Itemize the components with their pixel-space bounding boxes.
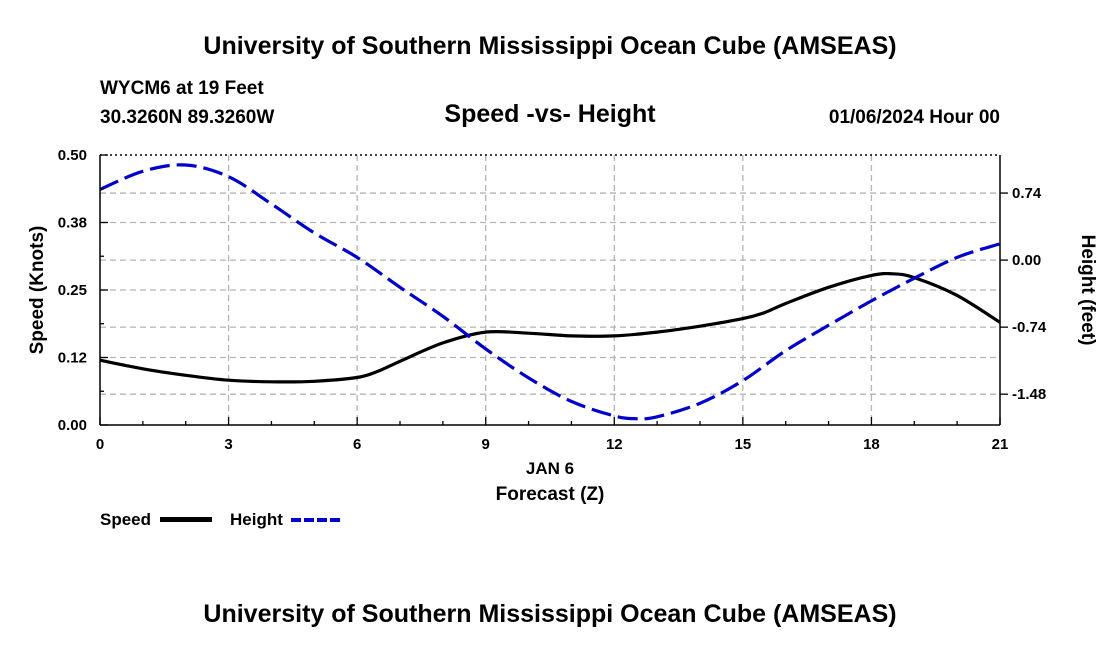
y2-tick-label: 0.00: [1012, 252, 1041, 269]
x-tick-label: 15: [735, 436, 752, 453]
y-tick-label: 0.25: [58, 282, 87, 299]
y-tick-label: 0.12: [58, 350, 87, 367]
x-tick-label: 0: [96, 436, 104, 453]
legend-speed-label: Speed: [100, 510, 152, 529]
x-tick-label: 9: [482, 436, 490, 453]
series-line-height: [99, 163, 1001, 421]
x-tick-label: 3: [224, 436, 232, 453]
x-axis-date-label: JAN 6: [526, 459, 574, 478]
chart-subtitle: Speed -vs- Height: [444, 100, 656, 128]
station-label: WYCM6 at 19 Feet: [100, 78, 264, 99]
y-axis-label: Speed (Knots): [27, 226, 48, 355]
y2-tick-label: -0.74: [1012, 319, 1047, 336]
datetime-label: 01/06/2024 Hour 00: [828, 107, 1000, 128]
y-tick-label: 0.50: [58, 147, 87, 164]
x-tick-label: 21: [992, 436, 1009, 453]
grid-lines: [100, 155, 1000, 425]
y2-tick-label: -1.48: [1012, 386, 1046, 403]
legend-height-swatch: [291, 518, 343, 522]
x-axis-label: Forecast (Z): [496, 484, 605, 505]
y-tick-label: 0.00: [58, 417, 87, 434]
footer-title: University of Southern Mississippi Ocean…: [203, 600, 897, 628]
legend-height-label: Height: [230, 510, 283, 529]
tick-labels: 0 3 6 9 12 15 18 21 0.00 0.12 0.25 0.38 0.50 0.74 0.00…: [58, 147, 1047, 453]
x-tick-label: 12: [606, 436, 623, 453]
x-tick-label: 18: [863, 436, 880, 453]
y2-axis-label: Height (feet): [1077, 235, 1098, 346]
series-lines: [99, 163, 1001, 421]
coordinates-label: 30.3260N 89.3260W: [100, 107, 275, 128]
y2-tick-label: 0.74: [1012, 185, 1042, 202]
series-line-speed: [99, 271, 1001, 384]
chart-title: University of Southern Mississippi Ocean…: [203, 32, 897, 60]
x-tick-label: 6: [353, 436, 361, 453]
y-tick-label: 0.38: [58, 215, 87, 232]
legend-speed-swatch: [160, 517, 212, 522]
axes: [99, 154, 1008, 426]
